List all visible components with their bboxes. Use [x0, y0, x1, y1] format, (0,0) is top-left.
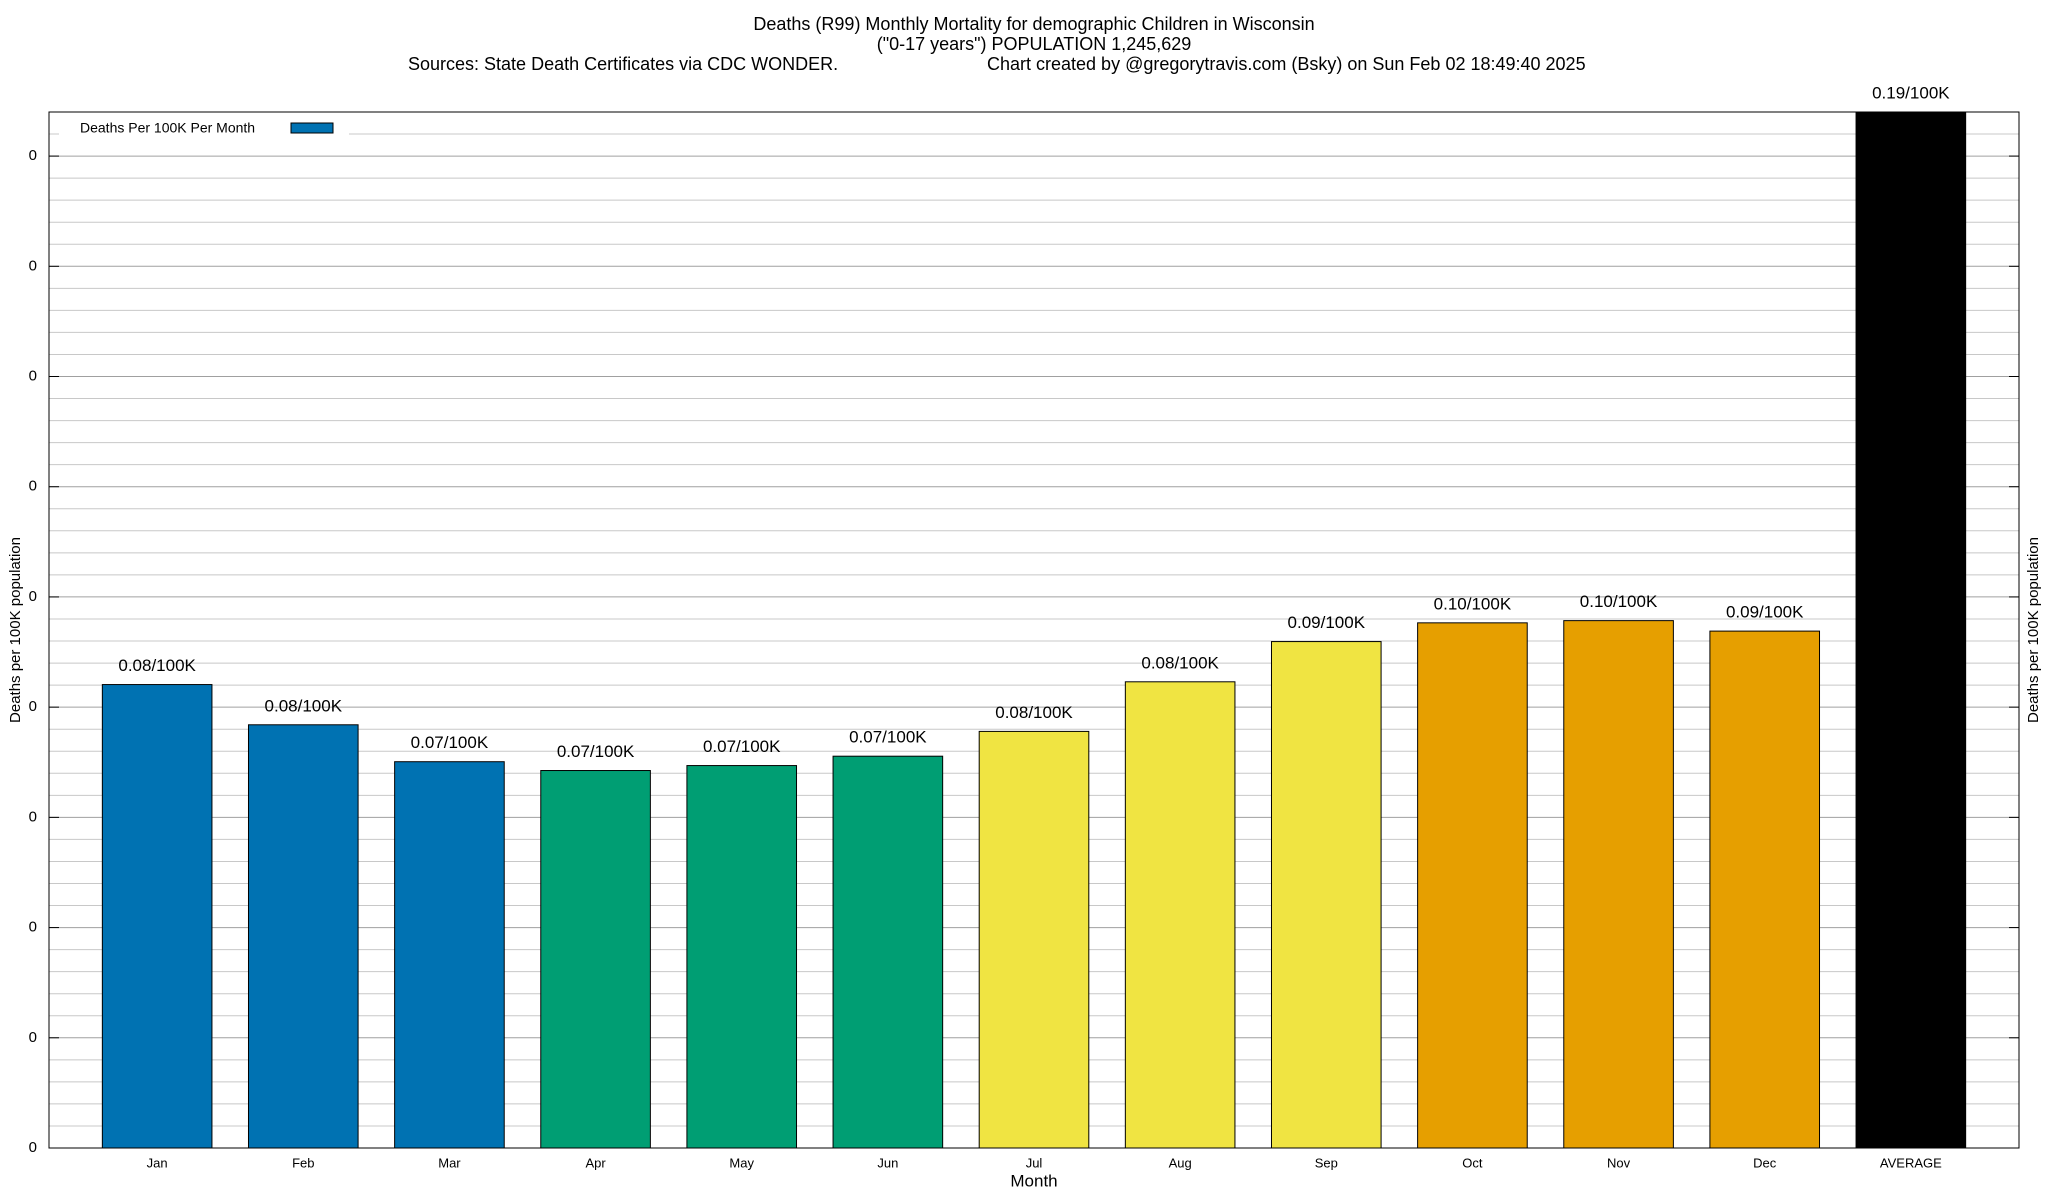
x-tick-label: Feb — [292, 1155, 314, 1170]
bar — [1417, 622, 1528, 1148]
value-label: 0.09/100K — [1288, 613, 1366, 632]
plot-frame — [48, 111, 2020, 1149]
y-tick-label: 0 — [29, 919, 37, 936]
value-label: 0.09/100K — [1726, 603, 1804, 622]
chart-subtitle: ("0-17 years") POPULATION 1,245,629 — [877, 34, 1192, 54]
x-tick-label: Sep — [1315, 1155, 1338, 1170]
value-label: 0.08/100K — [995, 703, 1073, 722]
bars — [101, 112, 1967, 1148]
bar — [247, 724, 359, 1148]
bar — [978, 730, 1090, 1148]
x-tick-label: Mar — [438, 1155, 461, 1170]
y-tick-label: 0 — [29, 1029, 37, 1046]
x-tick-label: Jun — [877, 1155, 898, 1170]
value-label: 0.10/100K — [1434, 594, 1512, 613]
x-tick-label: Jan — [147, 1155, 168, 1170]
bar — [832, 755, 944, 1148]
value-label: 0.07/100K — [411, 733, 489, 752]
x-axis-label: Month — [1010, 1171, 1057, 1190]
bar — [1270, 641, 1382, 1148]
y-tick-label: 0 — [29, 588, 37, 605]
x-tick-label: Oct — [1462, 1155, 1483, 1170]
y-tick-label: 0 — [29, 698, 37, 715]
y-tick-label: 0 — [29, 808, 37, 825]
x-tick-label: Apr — [585, 1155, 606, 1170]
value-label: 0.08/100K — [118, 656, 196, 675]
y-tick-label: 0 — [29, 147, 37, 164]
bar — [394, 761, 505, 1148]
y2-axis-label: Deaths per 100K population — [2025, 537, 2042, 723]
value-label: 0.07/100K — [557, 742, 635, 761]
legend-label: Deaths Per 100K Per Month — [80, 120, 255, 136]
y-tick-label: 0 — [29, 478, 37, 495]
source: Sources: State Death Certificates via CD… — [408, 54, 838, 74]
bar — [1855, 112, 1967, 1148]
value-label: 0.07/100K — [849, 728, 927, 747]
value-label: 0.07/100K — [703, 737, 781, 756]
value-label: 0.08/100K — [1141, 653, 1219, 672]
y-tick-label: 0 — [29, 257, 37, 274]
value-label: 0.08/100K — [265, 696, 343, 715]
y-axis-label: Deaths per 100K population — [7, 537, 24, 723]
x-tick-label: Aug — [1169, 1155, 1192, 1170]
x-tick-label: Jul — [1026, 1155, 1043, 1170]
y-tick-label: 0 — [29, 367, 37, 384]
chart-title: Deaths (R99) Monthly Mortality for demog… — [753, 14, 1314, 34]
bar — [1563, 620, 1674, 1148]
bar — [1124, 681, 1236, 1148]
x-tick-label: May — [729, 1155, 754, 1170]
x-tick-label: Nov — [1607, 1155, 1631, 1170]
y-tick-label: 0 — [29, 1139, 37, 1156]
legend-swatch — [290, 122, 334, 134]
bar — [1709, 630, 1821, 1148]
value-label: 0.19/100K — [1872, 83, 1950, 102]
legend-box — [59, 116, 349, 138]
value-label: 0.10/100K — [1580, 592, 1658, 611]
credit: Chart created by @gregorytravis.com (Bsk… — [987, 54, 1586, 74]
bar — [686, 765, 798, 1148]
x-tick-label: Dec — [1753, 1155, 1777, 1170]
x-tick-label: AVERAGE — [1880, 1155, 1942, 1170]
bar — [540, 770, 651, 1148]
bar — [101, 684, 213, 1148]
